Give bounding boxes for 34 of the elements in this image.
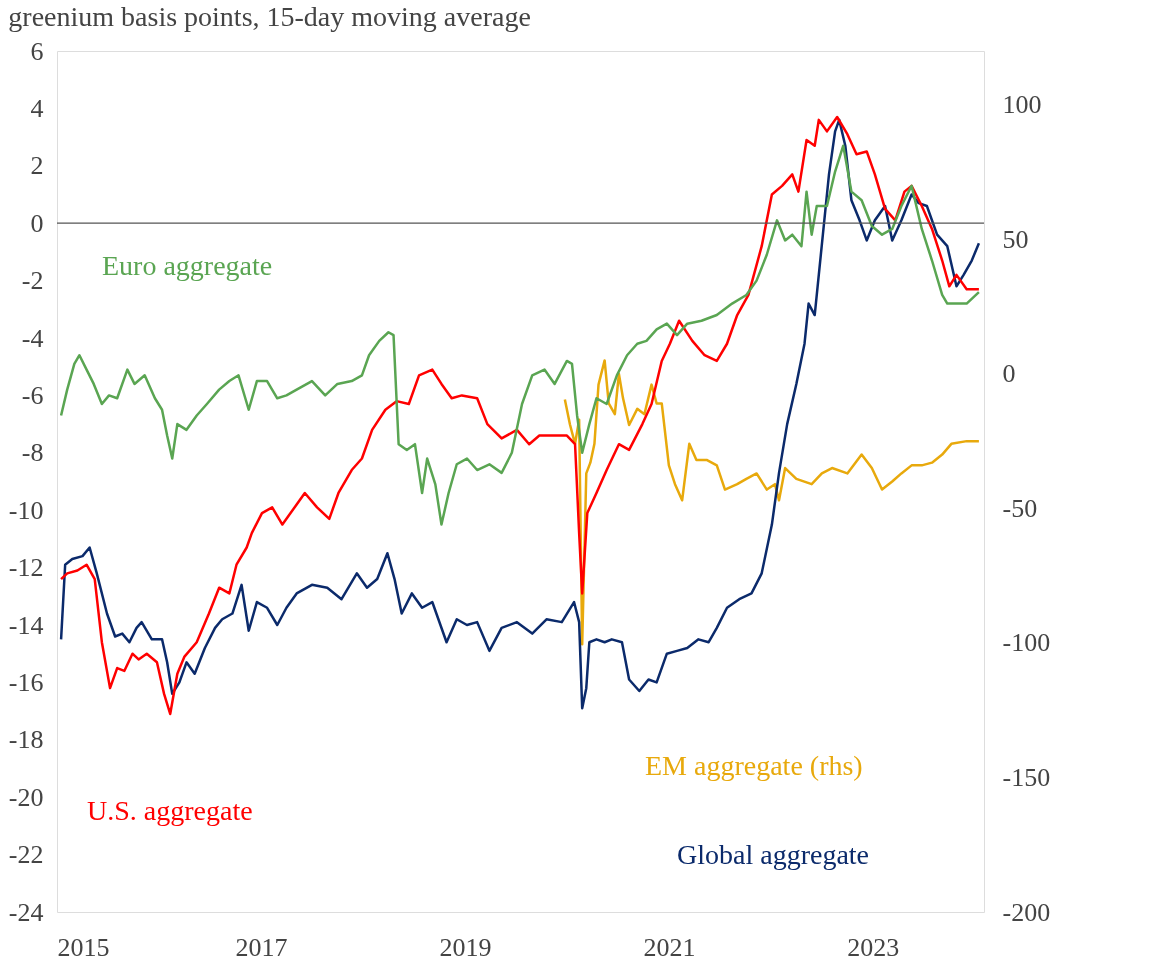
x-tick-label: 2017 <box>235 932 288 962</box>
y2-tick-label: -50 <box>1002 493 1038 523</box>
x-tick-label: 2023 <box>847 932 900 962</box>
y-tick-label: 0 <box>30 208 44 238</box>
y2-tick-label: 100 <box>1002 90 1042 120</box>
y-tick-label: -20 <box>8 782 44 812</box>
y-tick-label: -18 <box>8 725 44 755</box>
y-tick-label: 2 <box>30 151 44 181</box>
y-tick-label: -2 <box>21 266 44 296</box>
y-tick-label: -6 <box>21 380 44 410</box>
y2-tick-label: -150 <box>1002 762 1051 792</box>
x-tick-label: 2019 <box>439 932 492 962</box>
y2-tick-label: 0 <box>1002 359 1016 389</box>
chart-title: greenium basis points, 15-day moving average <box>8 1 531 32</box>
y-tick-label: -24 <box>8 897 44 927</box>
y2-tick-label: -100 <box>1002 628 1051 658</box>
x-tick-label: 2015 <box>57 932 110 962</box>
text: EM aggregate (rhs) <box>645 750 863 781</box>
text: Euro aggregate <box>102 250 273 281</box>
line-series <box>59 144 981 526</box>
y-tick-label: -4 <box>21 323 44 353</box>
y-tick-label: -16 <box>8 667 44 697</box>
text: Global aggregate <box>677 839 870 870</box>
y-tick-label: 4 <box>30 93 44 123</box>
y-tick-label: -8 <box>21 438 44 468</box>
y-tick-label: -14 <box>8 610 44 640</box>
text: U.S. aggregate <box>87 795 253 826</box>
y-tick-label: 6 <box>30 36 44 66</box>
y-tick-label: -22 <box>8 840 44 870</box>
x-tick-label: 2021 <box>643 932 696 962</box>
y2-tick-label: 50 <box>1002 224 1029 254</box>
y-tick-label: -12 <box>8 553 44 583</box>
y-tick-label: -10 <box>8 495 44 525</box>
y2-tick-label: -200 <box>1002 897 1051 927</box>
